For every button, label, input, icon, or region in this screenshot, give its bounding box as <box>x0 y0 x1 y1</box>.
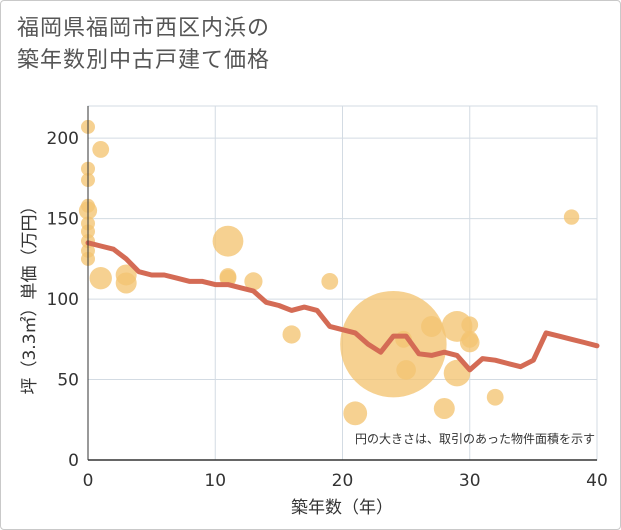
x-axis-title: 築年数（年） <box>291 498 393 518</box>
x-tick-label: 30 <box>459 471 481 491</box>
title-line-2: 築年数別中古戸建て価格 <box>17 48 271 73</box>
grid <box>87 105 598 461</box>
x-tick-label: 0 <box>83 471 94 491</box>
data-bubble <box>321 272 339 290</box>
y-tick-label: 50 <box>57 371 79 391</box>
x-tick-label: 10 <box>204 471 226 491</box>
data-bubbles <box>78 119 580 426</box>
data-bubble <box>115 272 137 294</box>
data-bubble <box>343 401 368 426</box>
data-bubble <box>433 398 455 420</box>
title-line-1: 福岡県福岡市西区内浜の <box>17 16 271 41</box>
tick-labels: 0 10 20 30 40 0 50 100 150 200 <box>47 129 608 491</box>
y-tick-label: 100 <box>47 290 79 310</box>
axes <box>87 106 597 461</box>
data-bubble <box>212 225 244 257</box>
chart-title: 福岡県福岡市西区内浜の 築年数別中古戸建て価格 <box>17 13 270 77</box>
data-bubble <box>486 388 504 406</box>
bubble-size-note: 円の大きさは、取引のあった物件面積を示す <box>355 431 595 446</box>
data-bubble <box>244 272 263 291</box>
x-tick-label: 20 <box>332 471 354 491</box>
data-bubble <box>89 266 112 290</box>
data-bubble <box>459 332 480 353</box>
trend-line <box>85 240 600 373</box>
data-bubble <box>461 316 479 334</box>
y-tick-label: 150 <box>47 210 79 230</box>
data-bubble <box>421 315 443 337</box>
data-bubble <box>396 360 416 380</box>
y-axis-title: 坪（3.3㎡）単価（万円） <box>20 197 40 394</box>
data-bubble <box>92 141 110 158</box>
data-bubble <box>340 290 447 398</box>
y-tick-label: 200 <box>47 129 79 149</box>
y-tick-label: 0 <box>68 451 79 471</box>
data-bubble <box>282 325 301 344</box>
x-tick-label: 40 <box>586 471 608 491</box>
data-bubble <box>563 209 580 225</box>
